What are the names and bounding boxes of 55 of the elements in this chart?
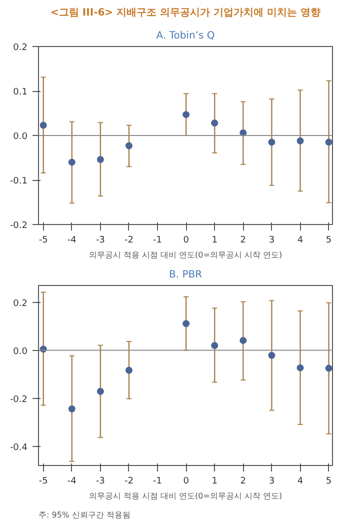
y-tick-label: -0.1 xyxy=(10,176,28,186)
x-tick-label: 0 xyxy=(183,476,190,486)
point xyxy=(182,111,190,118)
x-tick-label: 5 xyxy=(326,236,332,246)
x-tick-label: -3 xyxy=(96,476,105,486)
x-tick-label: 1 xyxy=(212,236,218,246)
chart-title: <그림 III-6> 지배구조 의무공시가 기업가치에 미치는 영향 xyxy=(50,8,320,18)
x-tick-label: -3 xyxy=(96,236,105,246)
x-tick-label: -4 xyxy=(67,236,77,246)
y-tick-label: 0.2 xyxy=(13,43,28,53)
x-tick-label: 0 xyxy=(183,236,190,246)
x-tick-label: -1 xyxy=(153,476,162,486)
x-axis-title: 의무공시 적용 시점 대비 연도(0=의무공시 시작 연도) xyxy=(88,492,282,500)
point xyxy=(240,336,247,344)
chart-subtitle: A. Tobin’s Q xyxy=(156,30,215,42)
y-tick-label: 0.0 xyxy=(13,346,28,357)
x-tick-label: 2 xyxy=(240,236,246,246)
chart-subtitle: B. PBR xyxy=(168,270,202,280)
point xyxy=(68,158,76,166)
point xyxy=(296,364,304,372)
point xyxy=(96,388,104,395)
x-tick-label: 4 xyxy=(297,476,304,486)
x-tick-label: -1 xyxy=(153,236,162,246)
point xyxy=(268,352,276,359)
point xyxy=(125,142,132,150)
y-tick-label: -0.2 xyxy=(10,221,28,231)
x-tick-label: -5 xyxy=(38,236,48,246)
y-tick-label: 0.2 xyxy=(13,298,28,309)
point xyxy=(211,342,218,349)
x-tick-label: -2 xyxy=(124,476,134,486)
text: 주: 95% 신뢰구간 적용됨 xyxy=(38,510,131,520)
point xyxy=(182,320,190,328)
y-tick-label: -0.2 xyxy=(10,394,28,405)
point xyxy=(40,122,47,129)
x-axis-title: 의무공시 적용 시점 대비 연도(0=의무공시 시작 연도) xyxy=(88,250,282,260)
point xyxy=(211,120,218,127)
x-tick-label: -2 xyxy=(124,236,134,246)
y-tick-label: 0.0 xyxy=(13,132,28,142)
x-tick-label: 3 xyxy=(268,236,275,246)
x-tick-label: -4 xyxy=(67,476,77,486)
point xyxy=(268,138,276,146)
x-tick-label: 3 xyxy=(268,476,275,486)
point xyxy=(96,156,104,164)
x-tick-label: -5 xyxy=(38,476,48,486)
point xyxy=(125,366,132,374)
point xyxy=(296,137,304,144)
x-tick-label: 1 xyxy=(212,476,218,486)
point xyxy=(68,405,76,412)
point xyxy=(325,364,332,372)
x-tick-label: 4 xyxy=(297,236,304,246)
x-tick-label: 2 xyxy=(240,476,246,486)
x-tick-label: 5 xyxy=(326,476,332,486)
point xyxy=(325,138,332,146)
y-tick-label: -0.4 xyxy=(10,442,28,453)
y-tick-label: 0.1 xyxy=(13,88,28,98)
